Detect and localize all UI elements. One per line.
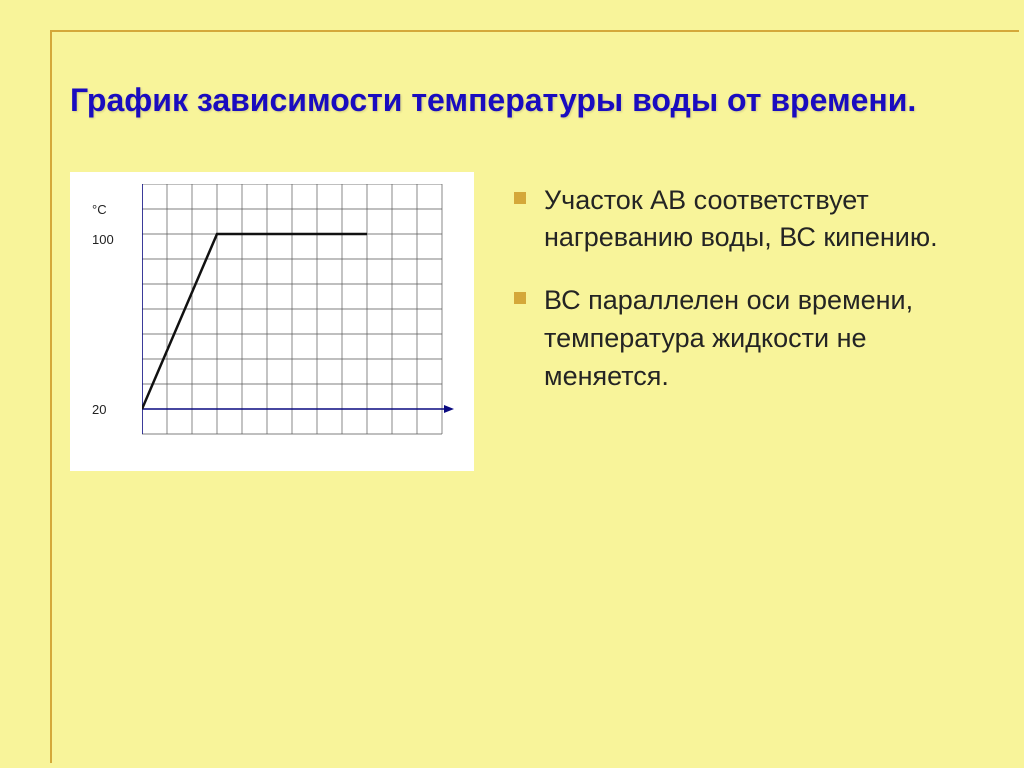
- y-tick-20: 20: [92, 402, 106, 417]
- y-axis-labels: °C 100 20: [82, 184, 142, 459]
- chart-container: °C 100 20: [70, 172, 474, 471]
- chart-area: [142, 184, 462, 459]
- y-tick-100: 100: [92, 232, 114, 247]
- y-unit-label: °C: [92, 202, 107, 217]
- slide: График зависимости температуры воды от в…: [0, 0, 1024, 768]
- temperature-chart: [142, 184, 462, 454]
